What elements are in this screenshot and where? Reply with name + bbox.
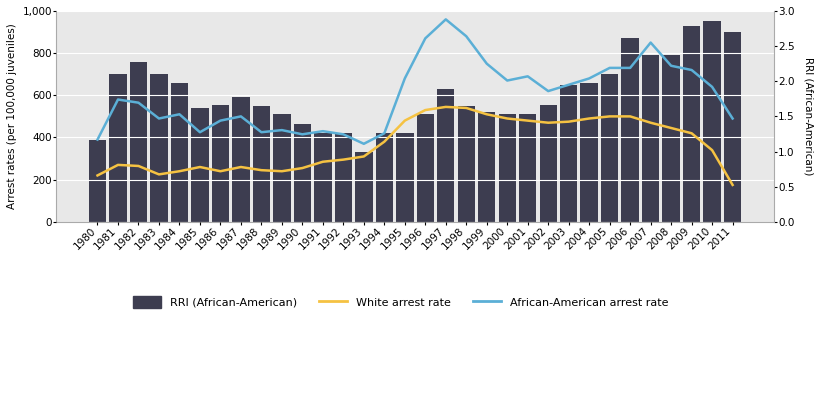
Bar	[334, 133, 351, 222]
Bar	[191, 108, 208, 222]
Bar	[129, 62, 147, 222]
Y-axis label: RRI (African-American): RRI (African-American)	[802, 57, 812, 175]
Bar	[498, 114, 515, 222]
Bar	[375, 133, 392, 222]
Bar	[662, 55, 679, 222]
Bar	[416, 114, 433, 222]
Bar	[252, 106, 269, 222]
Legend: RRI (African-American), White arrest rate, African-American arrest rate: RRI (African-American), White arrest rat…	[128, 291, 673, 313]
Bar	[88, 139, 106, 222]
Bar	[457, 106, 474, 222]
Bar	[314, 133, 331, 222]
Bar	[211, 105, 229, 222]
Bar	[477, 112, 495, 222]
Bar	[232, 97, 249, 222]
Bar	[703, 22, 720, 222]
Bar	[641, 55, 658, 222]
Bar	[170, 83, 188, 222]
Bar	[273, 114, 290, 222]
Bar	[682, 26, 699, 222]
Bar	[621, 38, 638, 222]
Bar	[559, 85, 577, 222]
Y-axis label: Arrest rates (per 100,000 juveniles): Arrest rates (per 100,000 juveniles)	[7, 24, 17, 209]
Bar	[518, 114, 536, 222]
Bar	[723, 32, 740, 222]
Bar	[355, 152, 372, 222]
Bar	[396, 133, 413, 222]
Bar	[293, 124, 310, 222]
Bar	[600, 74, 618, 222]
Bar	[539, 105, 556, 222]
Bar	[580, 83, 597, 222]
Bar	[437, 89, 454, 222]
Bar	[109, 74, 127, 222]
Bar	[150, 74, 167, 222]
